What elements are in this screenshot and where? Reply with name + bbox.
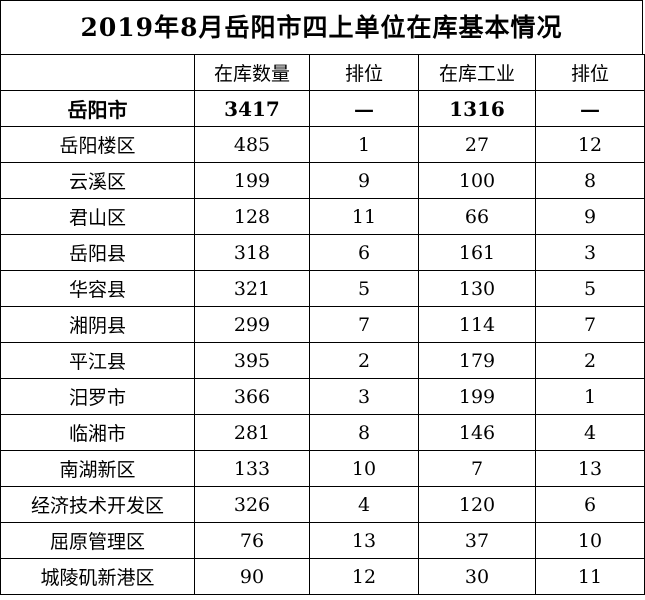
total-region: 岳阳市 <box>0 90 195 127</box>
cell-industry: 27 <box>418 126 536 163</box>
cell-region: 云溪区 <box>0 162 195 199</box>
cell-rank: 2 <box>309 342 419 379</box>
cell-industry-rank: 9 <box>535 198 645 235</box>
cell-count: 128 <box>194 198 310 235</box>
header-row: 在库数量 排位 在库工业 排位 <box>0 54 645 91</box>
cell-count: 133 <box>194 450 310 487</box>
cell-count: 321 <box>194 270 310 307</box>
table-row: 君山区 128 11 66 9 <box>0 198 645 235</box>
cell-region: 平江县 <box>0 342 195 379</box>
cell-industry: 66 <box>418 198 536 235</box>
table-row: 经济技术开发区 326 4 120 6 <box>0 486 645 523</box>
cell-count: 199 <box>194 162 310 199</box>
cell-region: 君山区 <box>0 198 195 235</box>
cell-industry: 199 <box>418 378 536 415</box>
table-row: 岳阳楼区 485 1 27 12 <box>0 126 645 163</box>
table-row: 南湖新区 133 10 7 13 <box>0 450 645 487</box>
cell-industry: 30 <box>418 558 536 595</box>
cell-count: 299 <box>194 306 310 343</box>
cell-industry: 130 <box>418 270 536 307</box>
cell-count: 281 <box>194 414 310 451</box>
cell-rank: 6 <box>309 234 419 271</box>
cell-region: 岳阳县 <box>0 234 195 271</box>
cell-region: 汨罗市 <box>0 378 195 415</box>
cell-rank: 13 <box>309 522 419 559</box>
header-industry: 在库工业 <box>418 54 536 91</box>
total-row: 岳阳市 3417 — 1316 — <box>0 90 645 127</box>
table-row: 湘阴县 299 7 114 7 <box>0 306 645 343</box>
cell-industry-rank: 11 <box>535 558 645 595</box>
cell-region: 屈原管理区 <box>0 522 195 559</box>
cell-count: 90 <box>194 558 310 595</box>
cell-industry-rank: 7 <box>535 306 645 343</box>
header-count: 在库数量 <box>194 54 310 91</box>
total-industry: 1316 <box>418 90 536 127</box>
table-row: 汨罗市 366 3 199 1 <box>0 378 645 415</box>
cell-industry-rank: 6 <box>535 486 645 523</box>
header-industry-rank: 排位 <box>535 54 645 91</box>
cell-count: 395 <box>194 342 310 379</box>
cell-count: 76 <box>194 522 310 559</box>
cell-region: 经济技术开发区 <box>0 486 195 523</box>
data-table: 在库数量 排位 在库工业 排位 岳阳市 3417 — 1316 — 岳阳楼区 48… <box>0 54 645 595</box>
cell-region: 城陵矶新港区 <box>0 558 195 595</box>
table-row: 平江县 395 2 179 2 <box>0 342 645 379</box>
cell-region: 湘阴县 <box>0 306 195 343</box>
header-rank: 排位 <box>309 54 419 91</box>
total-industry-rank: — <box>535 90 645 127</box>
table-row: 华容县 321 5 130 5 <box>0 270 645 307</box>
cell-industry-rank: 3 <box>535 234 645 271</box>
cell-industry: 114 <box>418 306 536 343</box>
cell-region: 南湖新区 <box>0 450 195 487</box>
total-count: 3417 <box>194 90 310 127</box>
cell-industry-rank: 12 <box>535 126 645 163</box>
cell-region: 华容县 <box>0 270 195 307</box>
cell-region: 岳阳楼区 <box>0 126 195 163</box>
cell-rank: 7 <box>309 306 419 343</box>
cell-count: 485 <box>194 126 310 163</box>
cell-industry: 7 <box>418 450 536 487</box>
cell-region: 临湘市 <box>0 414 195 451</box>
cell-rank: 8 <box>309 414 419 451</box>
header-region <box>0 54 195 91</box>
cell-industry: 120 <box>418 486 536 523</box>
cell-industry: 100 <box>418 162 536 199</box>
cell-industry-rank: 10 <box>535 522 645 559</box>
cell-rank: 1 <box>309 126 419 163</box>
cell-industry-rank: 8 <box>535 162 645 199</box>
table-row: 屈原管理区 76 13 37 10 <box>0 522 645 559</box>
cell-rank: 12 <box>309 558 419 595</box>
total-rank: — <box>309 90 419 127</box>
table-row: 临湘市 281 8 146 4 <box>0 414 645 451</box>
table-row: 城陵矶新港区 90 12 30 11 <box>0 558 645 595</box>
cell-industry: 37 <box>418 522 536 559</box>
cell-rank: 5 <box>309 270 419 307</box>
cell-count: 318 <box>194 234 310 271</box>
cell-industry-rank: 2 <box>535 342 645 379</box>
cell-rank: 10 <box>309 450 419 487</box>
table-title: 2019年8月岳阳市四上单位在库基本情况 <box>0 0 643 54</box>
cell-count: 326 <box>194 486 310 523</box>
cell-industry-rank: 1 <box>535 378 645 415</box>
table-row: 岳阳县 318 6 161 3 <box>0 234 645 271</box>
cell-industry: 146 <box>418 414 536 451</box>
cell-rank: 4 <box>309 486 419 523</box>
cell-industry: 161 <box>418 234 536 271</box>
cell-industry-rank: 4 <box>535 414 645 451</box>
table-row: 云溪区 199 9 100 8 <box>0 162 645 199</box>
cell-rank: 3 <box>309 378 419 415</box>
cell-rank: 9 <box>309 162 419 199</box>
cell-industry-rank: 13 <box>535 450 645 487</box>
cell-industry: 179 <box>418 342 536 379</box>
cell-count: 366 <box>194 378 310 415</box>
cell-industry-rank: 5 <box>535 270 645 307</box>
cell-rank: 11 <box>309 198 419 235</box>
